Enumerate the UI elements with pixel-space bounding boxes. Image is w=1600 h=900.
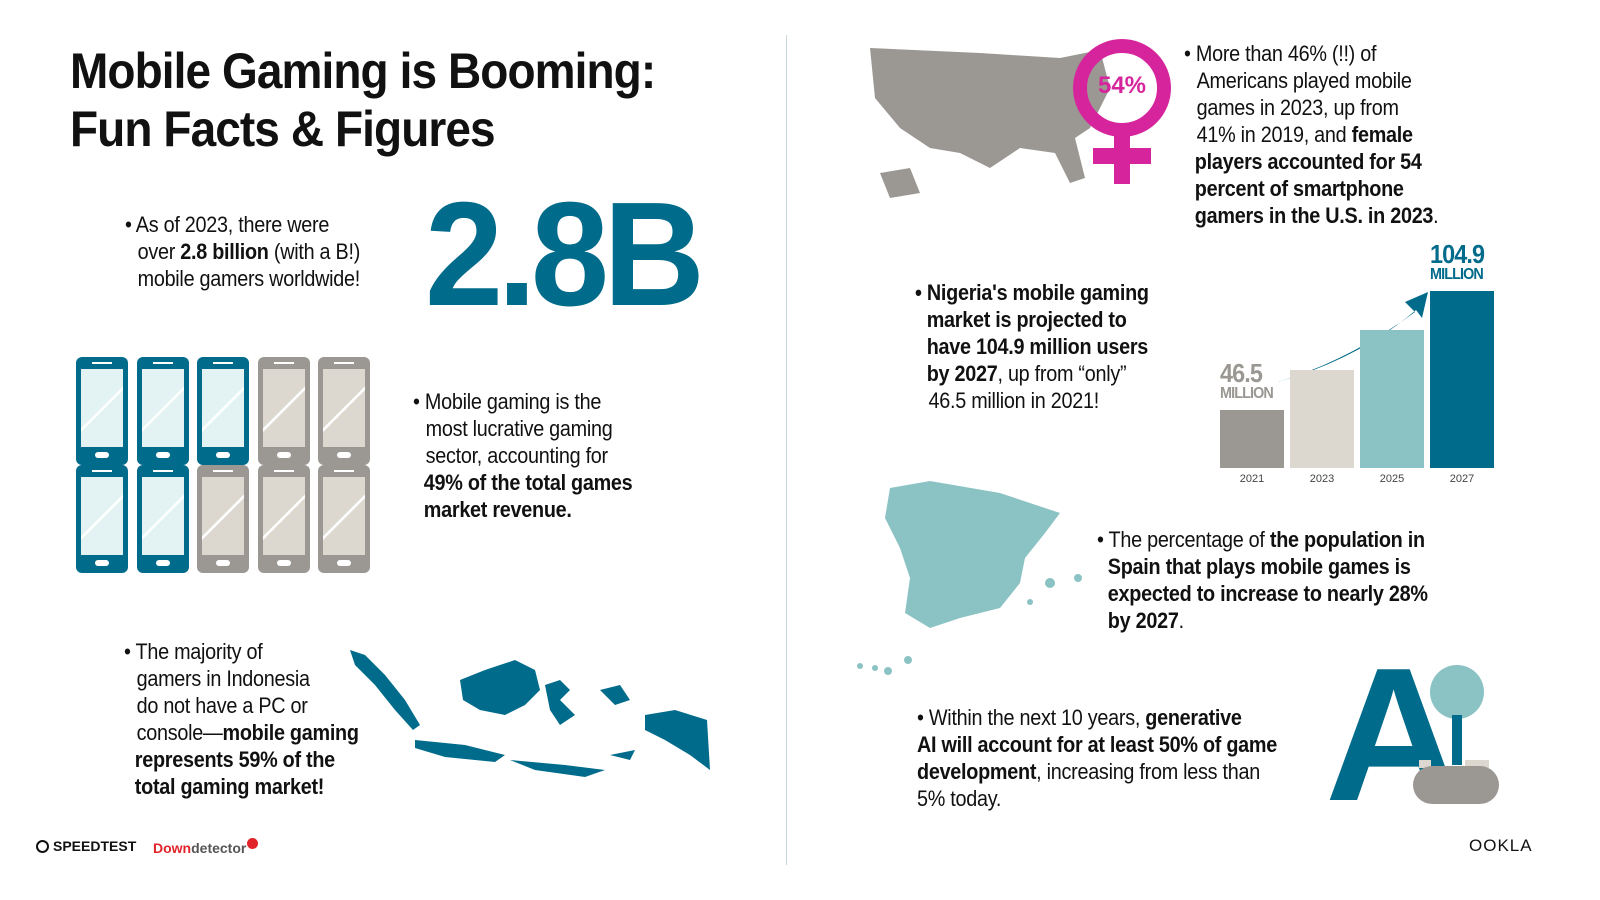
divider <box>786 35 787 865</box>
fact-gamers: • As of 2023, there were over 2.8 billio… <box>125 212 361 291</box>
year-label: 2023 <box>1309 473 1335 485</box>
phone-icon <box>318 357 370 465</box>
nigeria-chart: 2021 46.5 MILLION 2023 2025 2027 104.9 MILLION <box>1200 240 1520 490</box>
phone-icon <box>76 465 128 573</box>
fact-revenue: • Mobile gaming is the most lucrative ga… <box>413 389 633 522</box>
fact-indonesia: • The majority of gamers in Indonesia do… <box>124 639 359 799</box>
phone-icon <box>137 357 189 465</box>
year-label: 2027 <box>1449 473 1475 485</box>
growth-arrow-icon <box>1278 292 1428 382</box>
phone-icon <box>76 357 128 465</box>
year-label: 2025 <box>1379 473 1405 485</box>
year-label: 2021 <box>1239 473 1265 485</box>
fact-spain: • The percentage of the population in Sp… <box>1097 527 1428 633</box>
phone-icon <box>197 465 249 573</box>
female-symbol-icon <box>1073 39 1171 184</box>
joystick-icon <box>1413 665 1499 804</box>
bar-2025 <box>1360 330 1424 468</box>
page-title: Mobile Gaming is Booming: Fun Facts & Fi… <box>70 43 656 157</box>
spain-map <box>857 481 1082 675</box>
downdetector-logo: Downdetector <box>153 838 259 856</box>
bar-2021 <box>1220 410 1284 468</box>
phone-icon <box>137 465 189 573</box>
usa-map <box>870 48 1110 198</box>
big-stat: 2.8B <box>425 172 705 337</box>
phone-icon <box>197 357 249 465</box>
speedtest-logo: SPEEDTEST <box>36 838 136 854</box>
phone-icon <box>258 465 310 573</box>
phone-icon <box>258 357 310 465</box>
ookla-logo: OOKLA <box>1469 836 1533 855</box>
fact-nigeria: • Nigeria's mobile gaming market is proj… <box>915 280 1149 413</box>
fact-ai: • Within the next 10 years, generative A… <box>917 705 1277 811</box>
alert-icon <box>247 838 259 849</box>
phone-icon <box>318 465 370 573</box>
bar-value-label: 46.5 MILLION <box>1220 358 1274 402</box>
bar-2027 <box>1430 291 1494 468</box>
indonesia-map <box>350 650 710 777</box>
female-share-badge: 54% <box>1097 72 1147 99</box>
gauge-icon <box>36 839 49 853</box>
fact-us: • More than 46% (!!) of Americans played… <box>1184 41 1439 228</box>
bar-value-label: 104.9 MILLION <box>1430 239 1485 283</box>
bar-2023 <box>1290 370 1354 468</box>
